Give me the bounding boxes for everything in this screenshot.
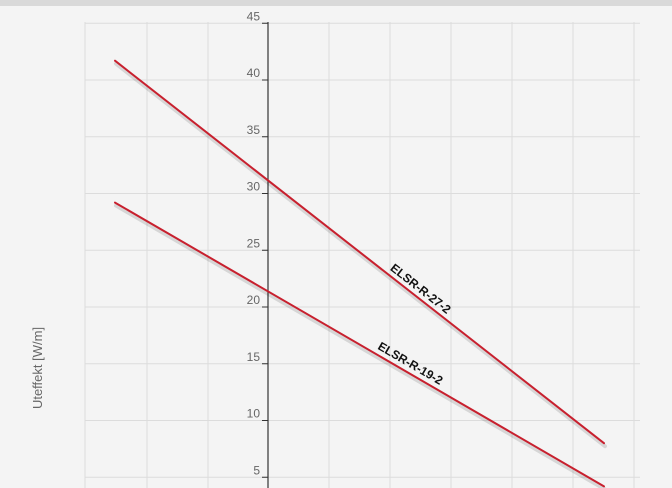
series-line	[114, 201, 605, 488]
y-tick-label: 5	[253, 463, 260, 477]
y-tick-label: 45	[247, 9, 261, 23]
y-tick-label: 30	[247, 180, 261, 194]
series-line	[114, 59, 605, 445]
series-line-shadow	[114, 61, 607, 449]
y-tick-label: 25	[247, 236, 261, 250]
y-tick-label: 35	[247, 123, 261, 137]
series-line-shadow	[114, 203, 607, 488]
y-axis-label: Uteffekt [W/m]	[30, 327, 45, 409]
series-label: ELSR-R-27-2	[388, 261, 454, 317]
y-tick-label: 10	[247, 407, 261, 421]
y-tick-label: 20	[247, 293, 261, 307]
y-tick-label: 40	[247, 66, 261, 80]
y-tick-label: 15	[247, 350, 261, 364]
top-border	[0, 0, 672, 6]
